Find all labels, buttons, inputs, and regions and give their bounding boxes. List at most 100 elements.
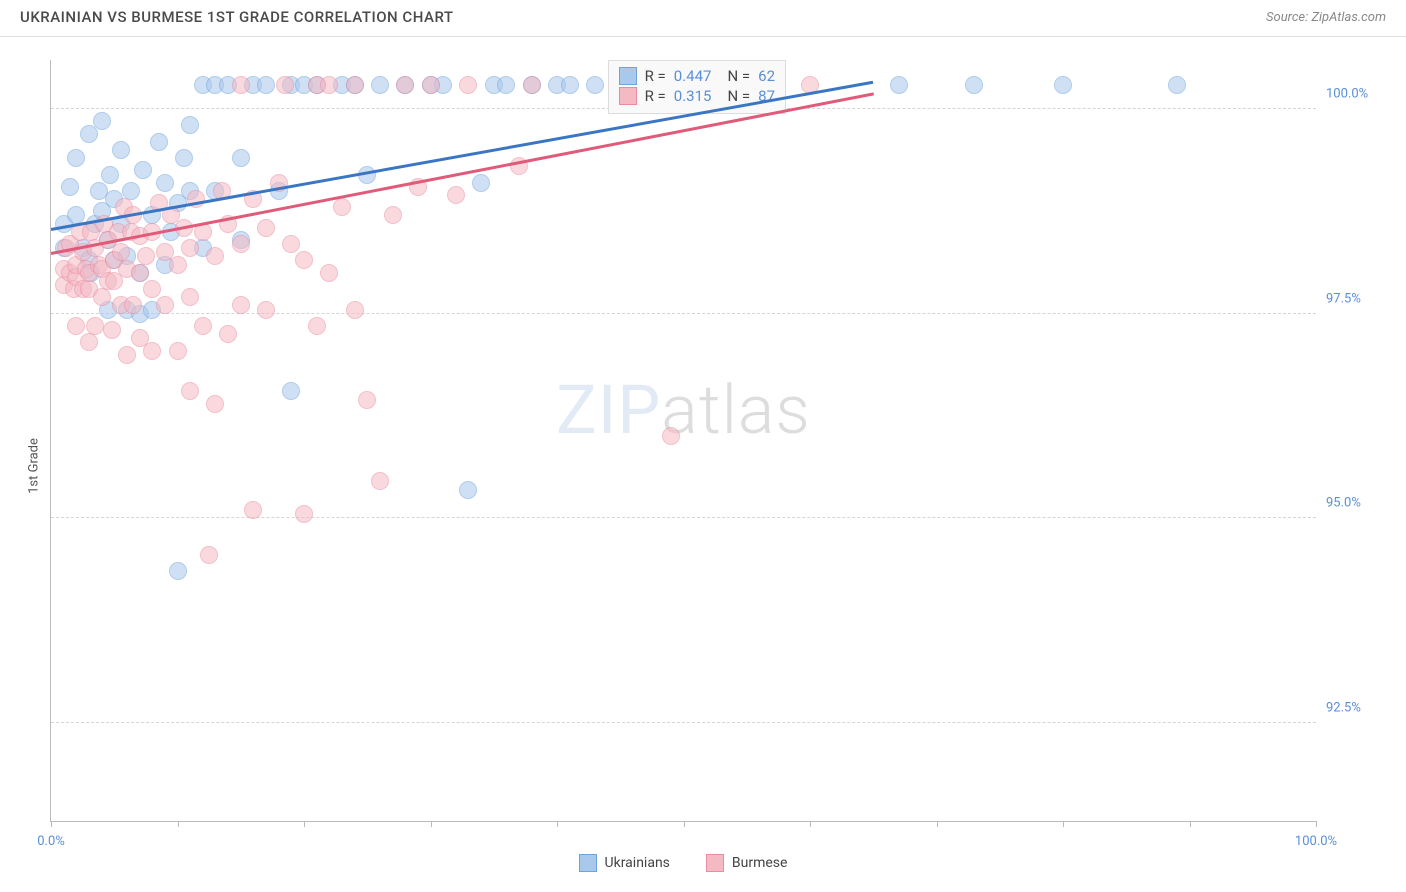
scatter-point: [346, 301, 364, 319]
y-tick-label: 97.5%: [1326, 291, 1396, 306]
scatter-point: [150, 133, 168, 151]
scatter-point: [232, 235, 250, 253]
scatter-point: [346, 76, 364, 94]
scatter-point: [295, 251, 313, 269]
scatter-point: [67, 317, 85, 335]
scatter-point: [308, 317, 326, 335]
scatter-point: [219, 76, 237, 94]
x-tick: [431, 821, 432, 827]
source-link[interactable]: ZipAtlas.com: [1311, 10, 1386, 25]
scatter-point: [101, 166, 119, 184]
scatter-point: [169, 562, 187, 580]
scatter-point: [80, 125, 98, 143]
scatter-point: [447, 186, 465, 204]
scatter-point: [134, 161, 152, 179]
x-tick: [557, 821, 558, 827]
scatter-point: [333, 198, 351, 216]
scatter-point: [194, 317, 212, 335]
scatter-point: [320, 76, 338, 94]
legend-r-label: R =: [645, 87, 666, 105]
scatter-point: [523, 76, 541, 94]
scatter-point: [232, 76, 250, 94]
scatter-point: [156, 243, 174, 261]
scatter-point: [131, 264, 149, 282]
scatter-point: [93, 288, 111, 306]
scatter-point: [270, 182, 288, 200]
watermark-atlas: atlas: [661, 370, 811, 450]
scatter-point: [206, 76, 224, 94]
scatter-point: [662, 427, 680, 445]
scatter-point: [371, 472, 389, 490]
gridline-h: [51, 313, 1316, 314]
scatter-point: [67, 149, 85, 167]
scatter-point: [384, 206, 402, 224]
x-tick: [304, 821, 305, 827]
scatter-point: [422, 76, 440, 94]
scatter-point: [1054, 76, 1072, 94]
legend-n-value: 62: [758, 67, 775, 85]
scatter-point: [282, 382, 300, 400]
scatter-point: [82, 223, 100, 241]
scatter-point: [55, 260, 73, 278]
scatter-point: [61, 178, 79, 196]
plot-region: ZIPatlas 92.5%95.0%97.5%100.0%0.0%100.0%…: [50, 60, 1316, 822]
scatter-point: [112, 243, 130, 261]
scatter-point: [206, 395, 224, 413]
x-tick: [810, 821, 811, 827]
x-tick: [1190, 821, 1191, 827]
scatter-point: [206, 247, 224, 265]
scatter-point: [1168, 76, 1186, 94]
scatter-point: [295, 76, 313, 94]
scatter-point: [74, 280, 92, 298]
scatter-point: [86, 317, 104, 335]
legend-r-value: 0.447: [674, 67, 712, 85]
scatter-point: [181, 182, 199, 200]
scatter-point: [308, 76, 326, 94]
x-tick-label: 100.0%: [1295, 834, 1337, 849]
scatter-point: [118, 346, 136, 364]
scatter-point: [67, 256, 85, 274]
y-tick-label: 92.5%: [1326, 700, 1396, 715]
gridline-h: [51, 517, 1316, 518]
scatter-point: [156, 256, 174, 274]
scatter-point: [181, 116, 199, 134]
scatter-point: [67, 268, 85, 286]
scatter-point: [194, 239, 212, 257]
scatter-point: [137, 247, 155, 265]
legend-n-label: N =: [727, 67, 750, 85]
scatter-point: [232, 231, 250, 249]
x-tick: [684, 821, 685, 827]
x-tick: [51, 821, 52, 827]
scatter-point: [396, 76, 414, 94]
scatter-point: [82, 264, 100, 282]
scatter-point: [118, 247, 136, 265]
x-tick-label: 0.0%: [37, 834, 65, 849]
bottom-legend: UkrainiansBurmese: [50, 854, 1316, 872]
scatter-point: [77, 260, 95, 278]
scatter-point: [257, 301, 275, 319]
scatter-point: [131, 305, 149, 323]
legend-label: Ukrainians: [605, 855, 670, 871]
scatter-point: [497, 76, 515, 94]
scatter-point: [118, 301, 136, 319]
scatter-point: [472, 174, 490, 192]
y-tick-label: 100.0%: [1326, 87, 1396, 102]
scatter-point: [295, 505, 313, 523]
scatter-point: [61, 264, 79, 282]
legend-swatch: [706, 854, 724, 872]
chart-title: UKRAINIAN VS BURMESE 1ST GRADE CORRELATI…: [20, 8, 454, 26]
scatter-point: [523, 76, 541, 94]
scatter-point: [219, 325, 237, 343]
scatter-point: [80, 280, 98, 298]
scatter-point: [103, 321, 121, 339]
scatter-point: [80, 251, 98, 269]
scatter-point: [200, 546, 218, 564]
scatter-point: [156, 174, 174, 192]
scatter-point: [112, 141, 130, 159]
scatter-point: [90, 182, 108, 200]
scatter-point: [105, 272, 123, 290]
legend-swatch: [579, 854, 597, 872]
scatter-point: [105, 190, 123, 208]
scatter-point: [396, 76, 414, 94]
scatter-point: [131, 329, 149, 347]
